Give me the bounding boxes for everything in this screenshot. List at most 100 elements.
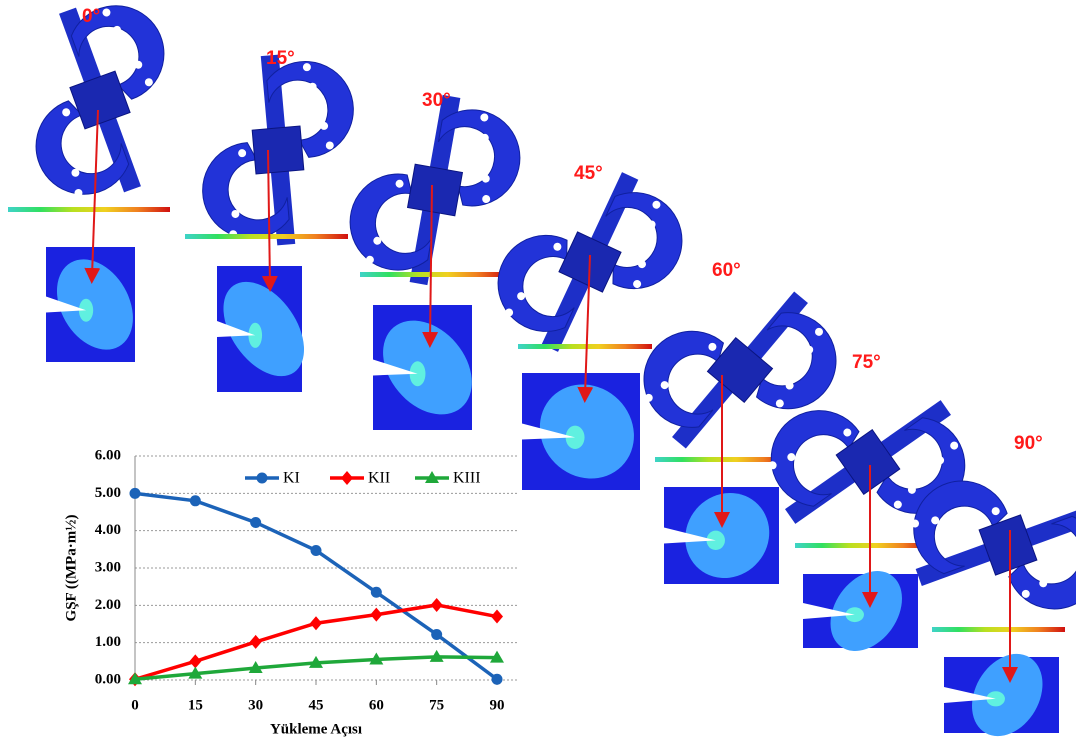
- hole: [647, 220, 656, 229]
- color-bar: [932, 627, 1065, 632]
- legend-marker: [256, 472, 268, 484]
- hole: [642, 240, 651, 249]
- fea-panel: 45°: [497, 163, 683, 490]
- marker: [310, 544, 322, 556]
- arrow: [84, 109, 101, 284]
- y-tick-label: 4.00: [95, 522, 121, 538]
- hole: [922, 471, 931, 480]
- y-axis-label: GŞF ((MPa·m½): [63, 515, 79, 622]
- hole: [971, 510, 980, 519]
- hole: [795, 363, 804, 372]
- specimen-arm: [70, 5, 165, 100]
- hole: [907, 485, 916, 494]
- marker: [249, 634, 262, 649]
- x-tick-label: 30: [248, 697, 263, 713]
- hole: [1039, 579, 1048, 588]
- hole: [775, 399, 784, 408]
- specimen-arm: [755, 312, 837, 410]
- specimen: [202, 54, 354, 246]
- marker: [248, 661, 263, 674]
- hole: [951, 513, 960, 522]
- hole: [692, 355, 701, 364]
- specimen: [35, 5, 165, 197]
- hole: [365, 255, 374, 264]
- crack: [664, 527, 716, 544]
- angle-label: 45°: [574, 163, 603, 184]
- series-line: [134, 491, 499, 681]
- specimen-arm: [266, 60, 354, 158]
- hole: [787, 453, 796, 462]
- hole: [320, 121, 329, 130]
- y-tick-label: 3.00: [95, 559, 121, 575]
- specimen: [643, 291, 837, 449]
- line-chart: 0.00 1.00 2.00 3.00 4.00 5.00 6.00 0 15 30 45 60 75 9…: [63, 447, 517, 737]
- hole: [71, 168, 80, 177]
- legend-label: KII: [368, 470, 390, 487]
- marker: [430, 597, 443, 612]
- stress-core: [845, 607, 864, 623]
- specimen-block: [251, 125, 305, 175]
- hole: [144, 78, 153, 87]
- y-tick-label: 6.00: [95, 447, 121, 463]
- hole: [308, 82, 317, 91]
- arrow: [577, 254, 594, 403]
- hole: [824, 436, 833, 445]
- hole: [708, 342, 717, 351]
- hole: [815, 327, 824, 336]
- hole: [373, 236, 382, 245]
- hole: [660, 381, 669, 390]
- angle-label: 30°: [422, 90, 451, 111]
- specimen-block: [69, 70, 131, 130]
- hole: [482, 195, 491, 204]
- hole: [1056, 568, 1065, 577]
- stress-core: [986, 691, 1005, 707]
- stress-zone: [56, 259, 133, 350]
- hole: [768, 461, 777, 470]
- hole: [505, 308, 514, 317]
- specimen-arm: [1008, 515, 1076, 610]
- x-tick-label: 0: [131, 697, 139, 713]
- angle-label: 0°: [82, 6, 100, 27]
- hole: [62, 108, 71, 117]
- marker: [491, 609, 503, 624]
- legend-label: KIII: [453, 470, 481, 487]
- y-tick-label: 0.00: [95, 671, 121, 687]
- hole: [238, 149, 247, 158]
- series-line: [134, 603, 498, 681]
- marker: [128, 672, 142, 685]
- marker: [490, 650, 504, 663]
- crack: [46, 296, 87, 313]
- fea-panel: 0°: [8, 5, 170, 362]
- x-tick-label: 45: [309, 697, 324, 713]
- x-tick-label: 75: [429, 697, 444, 713]
- arrow: [261, 149, 278, 292]
- hole: [785, 381, 794, 390]
- marker: [129, 487, 141, 499]
- marker: [429, 649, 444, 662]
- hole: [676, 368, 685, 377]
- legend-marker: [341, 471, 353, 485]
- arrow: [422, 184, 439, 348]
- crack: [522, 423, 576, 440]
- hole: [68, 148, 77, 157]
- hole: [480, 113, 489, 122]
- hole: [481, 174, 490, 183]
- hole: [235, 169, 244, 178]
- hole: [805, 444, 814, 453]
- marker: [491, 673, 503, 685]
- marker: [370, 607, 383, 622]
- hole: [325, 141, 334, 150]
- hole: [931, 516, 940, 525]
- hole: [936, 456, 945, 465]
- x-tick-label: 90: [490, 697, 505, 713]
- specimen-block: [706, 337, 774, 403]
- hole: [652, 200, 661, 209]
- legend-marker: [425, 471, 439, 483]
- hole: [113, 25, 122, 34]
- hole: [633, 279, 642, 288]
- stress-zone: [223, 281, 305, 377]
- hole: [529, 275, 538, 284]
- hole: [388, 198, 397, 207]
